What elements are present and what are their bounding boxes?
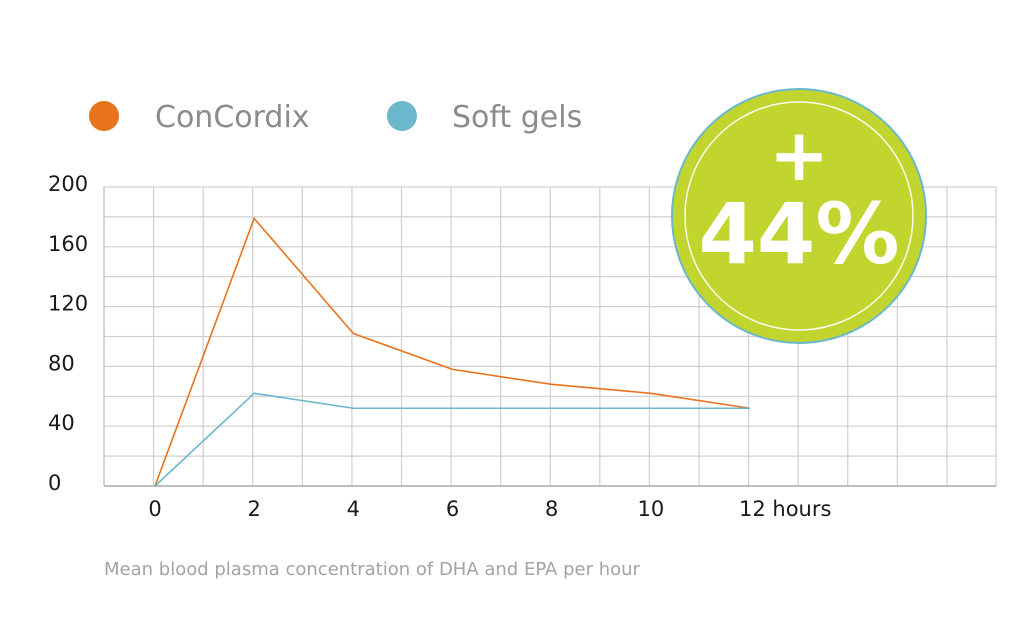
badge-circle xyxy=(671,88,927,344)
series-line-concordix xyxy=(154,217,751,487)
x-tick-label: 8 xyxy=(545,497,558,521)
increase-badge: + 44% xyxy=(671,88,927,344)
y-tick-label: 40 xyxy=(48,411,75,435)
legend-marker-soft-gels xyxy=(387,101,417,131)
x-tick-label: 12 hours xyxy=(739,497,831,521)
x-tick-label: 2 xyxy=(247,497,260,521)
x-tick-label: 10 xyxy=(637,497,664,521)
badge-sign: + xyxy=(769,113,829,197)
y-tick-label: 0 xyxy=(48,471,61,495)
x-axis: 0 2 4 6 8 10 12 hours xyxy=(148,497,831,521)
x-tick-label: 4 xyxy=(347,497,360,521)
plot-area xyxy=(154,217,751,487)
x-tick-label: 6 xyxy=(446,497,459,521)
badge-inner-ring xyxy=(684,101,914,331)
legend-marker-concordix xyxy=(89,101,119,131)
y-tick-label: 160 xyxy=(48,232,88,256)
grid xyxy=(103,186,997,487)
legend: ConCordix Soft gels xyxy=(89,100,582,135)
y-axis: 0 40 80 120 160 200 xyxy=(48,172,88,495)
y-tick-label: 120 xyxy=(48,292,88,316)
series-line-soft-gels xyxy=(154,392,750,487)
y-tick-label: 80 xyxy=(48,351,75,375)
chart-caption: Mean blood plasma concentration of DHA a… xyxy=(104,559,641,580)
legend-label-soft-gels: Soft gels xyxy=(452,100,582,135)
x-tick-label: 0 xyxy=(148,497,161,521)
legend-label-concordix: ConCordix xyxy=(155,100,310,135)
y-tick-label: 200 xyxy=(48,172,88,196)
badge-value: 44% xyxy=(698,185,899,283)
